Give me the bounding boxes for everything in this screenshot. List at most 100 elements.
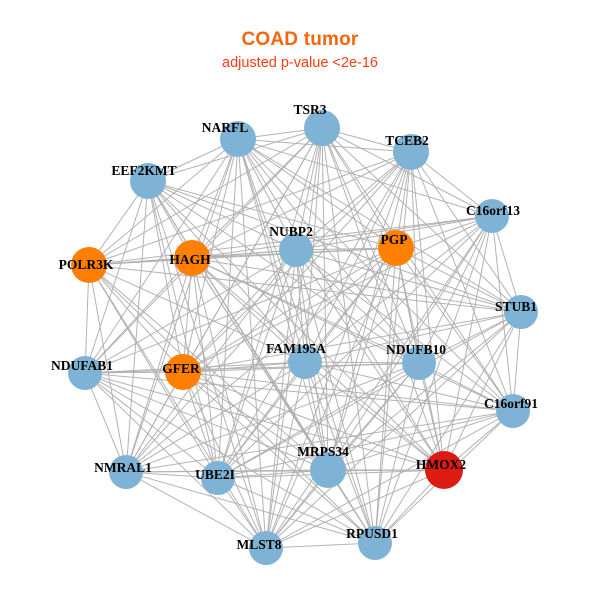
graph-edge xyxy=(304,151,412,363)
graph-edge xyxy=(237,138,306,363)
graph-edge xyxy=(327,410,514,471)
graph-edge xyxy=(304,311,522,363)
graph-edge xyxy=(237,138,522,313)
graph-edge xyxy=(491,215,514,412)
graph-node-label-mrps34: MRPS34 xyxy=(297,444,349,459)
graph-node-label-c16orf91: C16orf91 xyxy=(484,396,538,411)
graph-node-fam195a[interactable] xyxy=(288,345,322,379)
graph-edge xyxy=(147,180,219,479)
graph-edge xyxy=(125,247,397,473)
graph-edge xyxy=(237,138,329,471)
graph-edge xyxy=(125,469,445,473)
graph-edge xyxy=(327,247,397,471)
graph-node-label-nubp2: NUBP2 xyxy=(269,224,313,239)
graph-edge xyxy=(147,180,445,471)
graph-edge xyxy=(125,138,239,473)
graph-node-nubp2[interactable] xyxy=(279,233,313,267)
graph-edge xyxy=(147,180,267,549)
graph-edge xyxy=(418,362,514,412)
graph-edge xyxy=(327,311,522,471)
graph-edge xyxy=(443,215,493,471)
graph-edge xyxy=(125,249,297,473)
graph-edge xyxy=(125,180,149,473)
graph-edge xyxy=(88,264,522,313)
graph-edge xyxy=(147,180,522,313)
graph-edge xyxy=(125,410,514,473)
graph-node-label-polr3k: POLR3K xyxy=(59,257,114,272)
graph-edge xyxy=(237,138,493,217)
graph-edge xyxy=(295,151,412,251)
graph-edge xyxy=(217,410,514,479)
graph-edge xyxy=(237,138,397,249)
graph-edge xyxy=(374,362,420,544)
graph-edge xyxy=(321,127,493,217)
graph-node-gfer[interactable] xyxy=(165,354,201,390)
graph-edge xyxy=(237,138,267,549)
graph-node-label-ndufb10: NDUFB10 xyxy=(386,342,446,357)
graph-edge xyxy=(182,257,193,373)
graph-edge xyxy=(217,361,306,479)
graph-edge xyxy=(191,127,323,259)
graph-node-rpusd1[interactable] xyxy=(358,526,392,560)
graph-edge xyxy=(265,247,397,549)
graph-edge xyxy=(125,371,184,473)
graph-edge xyxy=(147,180,297,251)
graph-edge xyxy=(88,264,219,479)
graph-edge xyxy=(191,257,306,363)
graph-edge xyxy=(418,215,493,364)
graph-node-mlst8[interactable] xyxy=(249,531,283,565)
graph-edge xyxy=(84,257,193,374)
graph-node-mrps34[interactable] xyxy=(310,452,346,488)
graph-node-narfl[interactable] xyxy=(220,121,256,157)
graph-node-hagh[interactable] xyxy=(174,240,210,276)
graph-edge xyxy=(147,180,306,363)
graph-edge xyxy=(410,151,522,313)
graph-node-label-stub1: STUB1 xyxy=(495,299,537,314)
graph-edge xyxy=(88,264,127,473)
node-layer xyxy=(68,110,538,565)
graph-node-ndufb10[interactable] xyxy=(402,346,436,380)
graph-edge xyxy=(321,127,329,471)
graph-node-stub1[interactable] xyxy=(504,295,538,329)
graph-edge xyxy=(88,264,306,363)
graph-edge xyxy=(295,249,514,412)
graph-node-c16orf91[interactable] xyxy=(496,394,530,428)
graph-edge xyxy=(84,249,297,374)
graph-edge xyxy=(265,542,376,549)
graph-edge xyxy=(265,362,420,549)
graph-edge xyxy=(304,361,329,471)
graph-node-tsr3[interactable] xyxy=(304,110,340,146)
graph-edge xyxy=(443,311,522,471)
graph-edge xyxy=(84,372,514,412)
graph-edge xyxy=(295,249,306,363)
graph-edge xyxy=(304,361,514,412)
graph-edge xyxy=(217,311,522,479)
graph-edge xyxy=(182,361,306,373)
graph-edge xyxy=(191,215,493,259)
graph-edge xyxy=(295,249,522,313)
graph-node-tceb2[interactable] xyxy=(393,134,429,170)
graph-edge xyxy=(237,138,376,544)
graph-node-label-mlst8: MLST8 xyxy=(236,537,281,552)
graph-node-label-tceb2: TCEB2 xyxy=(385,133,429,148)
graph-edge xyxy=(191,257,514,412)
graph-node-c16orf13[interactable] xyxy=(475,199,509,233)
graph-edge xyxy=(125,471,267,549)
graph-node-polr3k[interactable] xyxy=(71,247,107,283)
graph-edge xyxy=(395,247,514,412)
graph-node-nmral1[interactable] xyxy=(109,455,143,489)
graph-node-label-c16orf13: C16orf13 xyxy=(466,203,520,218)
graph-edge xyxy=(217,362,420,479)
graph-node-ube2i[interactable] xyxy=(201,461,235,495)
graph-node-ndufab1[interactable] xyxy=(68,356,102,390)
graph-edge xyxy=(395,247,522,313)
graph-node-pgp[interactable] xyxy=(378,230,414,266)
graph-edge xyxy=(327,151,412,471)
graph-node-eef2kmt[interactable] xyxy=(130,163,166,199)
graph-edge xyxy=(265,127,323,549)
graph-node-label-tsr3: TSR3 xyxy=(293,102,326,117)
graph-edge xyxy=(84,264,90,374)
graph-node-hmox2[interactable] xyxy=(425,451,463,489)
graph-edge xyxy=(265,361,306,549)
